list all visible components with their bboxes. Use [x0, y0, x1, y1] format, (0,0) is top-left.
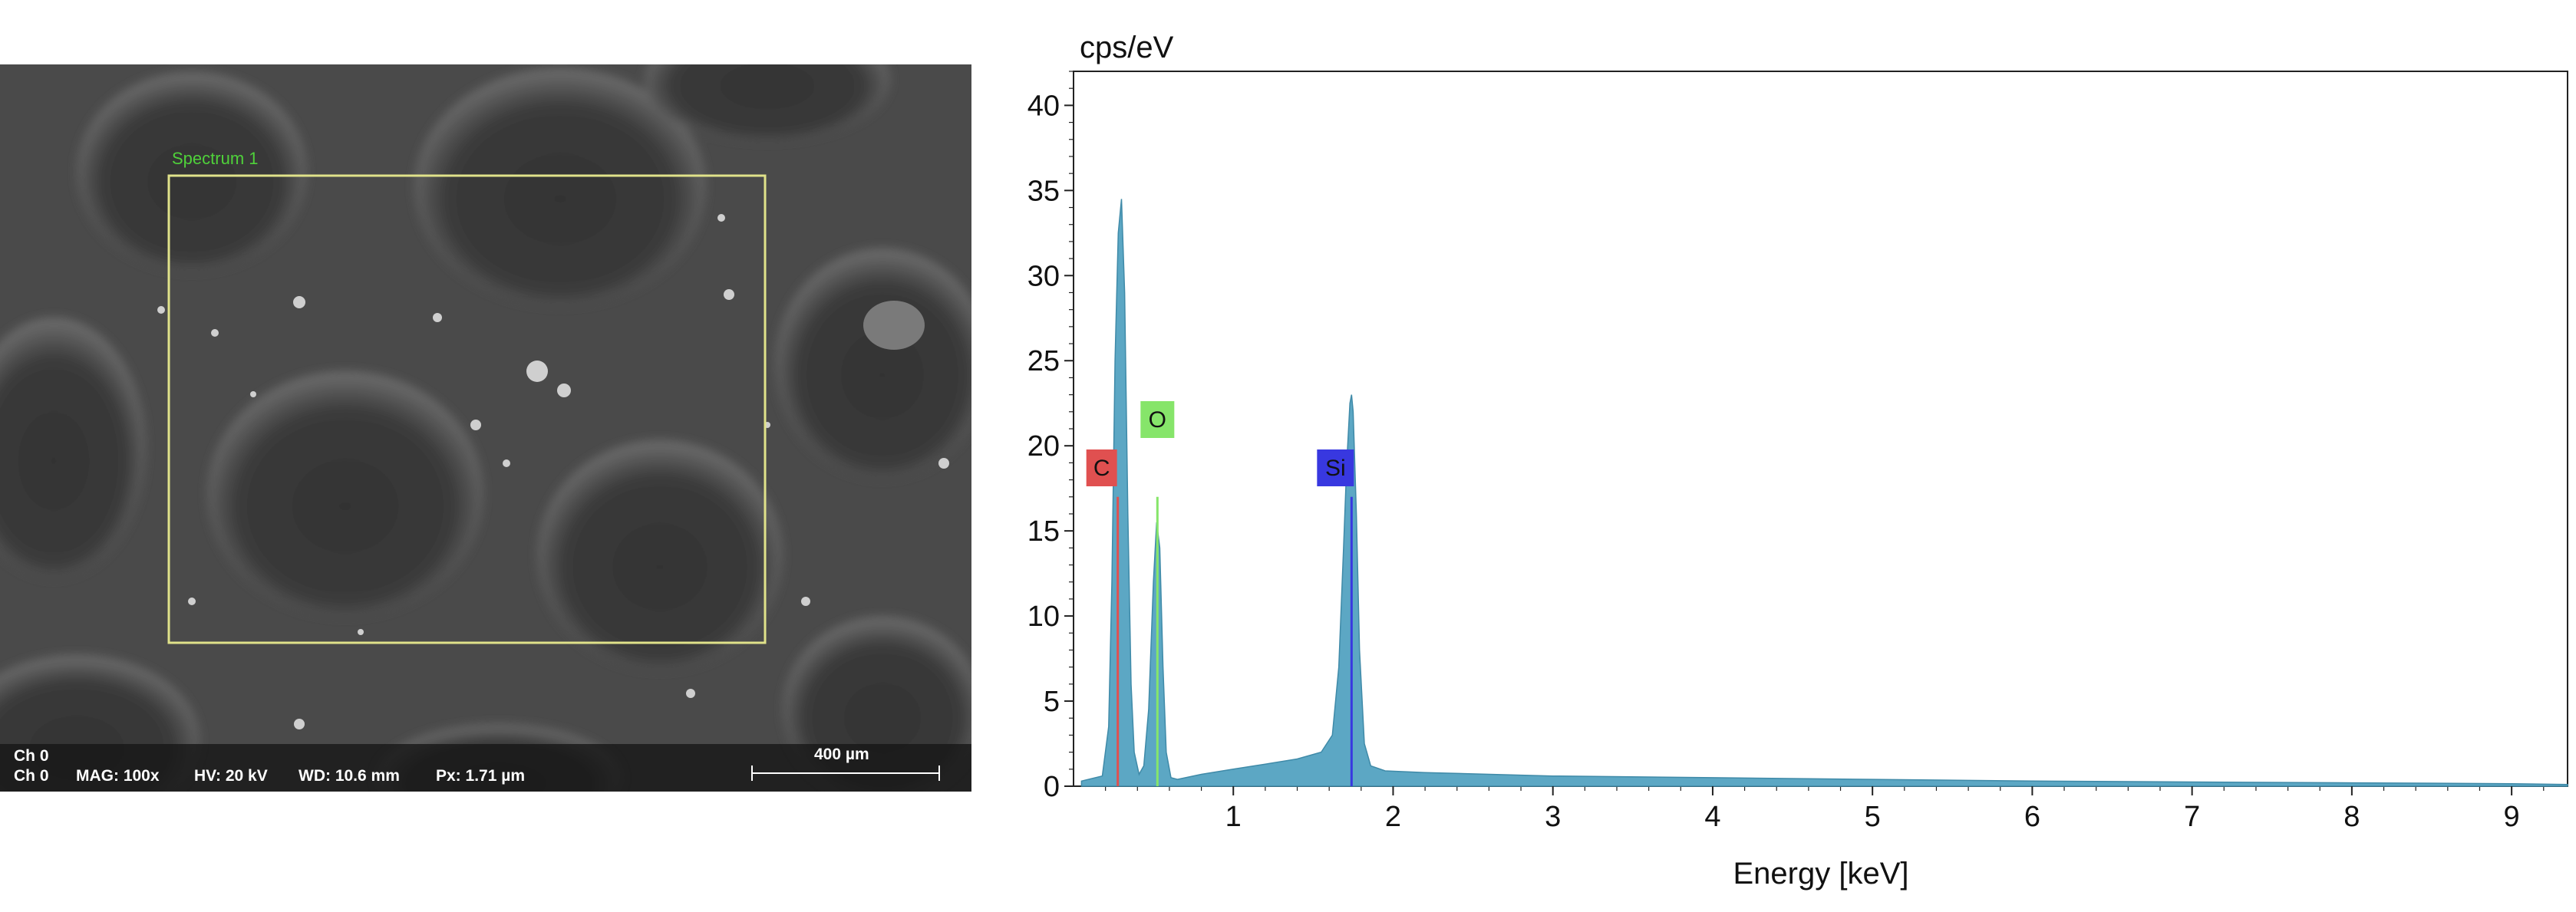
y-tick-label-5: 5 — [1044, 686, 1060, 718]
eds-spectrum-chart: C O Si 0 5 10 15 20 25 30 35 40 1 2 3 4 5 6 7 8 9 cps/eV En… — [1027, 31, 2568, 891]
y-tick-label-25: 25 — [1027, 345, 1060, 377]
x-tick-label-5: 5 — [1865, 801, 1881, 833]
sem-cells — [0, 64, 971, 792]
y-tick-label-20: 20 — [1027, 430, 1060, 463]
y-tick-label-10: 10 — [1027, 601, 1060, 633]
pixel-size-label: Px: 1.71 µm — [436, 767, 525, 785]
axis-ticks: 0 5 10 15 20 25 30 35 40 1 2 3 4 5 6 7 8 9 — [1027, 90, 2520, 833]
y-axis-label: cps/eV — [1080, 31, 1174, 64]
scale-bar — [751, 765, 940, 781]
channel-label-1: Ch 0 — [14, 747, 49, 765]
y-tick-label-40: 40 — [1027, 90, 1060, 122]
peak-box-c[interactable] — [1086, 449, 1117, 486]
plot-frame — [1073, 71, 2568, 787]
x-tick-label-8: 8 — [2343, 801, 2360, 833]
peak-box-si[interactable] — [1317, 449, 1354, 486]
roi-box[interactable] — [167, 174, 767, 644]
peak-box-o[interactable] — [1140, 401, 1175, 438]
y-tick-label-0: 0 — [1044, 771, 1060, 803]
roi-label: Spectrum 1 — [172, 149, 259, 168]
y-tick-label-15: 15 — [1027, 515, 1060, 548]
peak-label-c: C — [1093, 456, 1110, 481]
x-tick-label-2: 2 — [1385, 801, 1401, 833]
x-tick-label-1: 1 — [1225, 801, 1242, 833]
x-tick-label-4: 4 — [1704, 801, 1720, 833]
x-tick-label-3: 3 — [1545, 801, 1561, 833]
x-tick-label-7: 7 — [2184, 801, 2200, 833]
peak-markers: C O Si — [1086, 401, 1354, 786]
sem-particles — [157, 214, 949, 729]
peak-label-si: Si — [1325, 456, 1346, 481]
sem-micrograph: Spectrum 1 Ch 0 Ch 0 MAG: 100x HV: 20 kV… — [0, 64, 971, 792]
channel-label-2: Ch 0 — [14, 767, 49, 785]
x-axis-label: Energy [keV] — [1733, 857, 1908, 891]
y-tick-label-30: 30 — [1027, 260, 1060, 292]
info-bar — [0, 744, 971, 792]
high-voltage-label: HV: 20 kV — [194, 767, 268, 785]
spectrum-layer — [1080, 199, 2568, 787]
working-distance-label: WD: 10.6 mm — [298, 767, 400, 785]
sem-image — [0, 64, 971, 792]
spectrum-series-0 — [1080, 199, 2568, 787]
x-tick-label-9: 9 — [2504, 801, 2520, 833]
x-tick-label-6: 6 — [2024, 801, 2040, 833]
minor-ticks — [1069, 71, 2545, 791]
y-tick-label-35: 35 — [1027, 175, 1060, 207]
magnification-label: MAG: 100x — [76, 767, 160, 785]
sem-flake — [863, 301, 925, 350]
peak-label-o: O — [1149, 407, 1166, 433]
scale-bar-label: 400 µm — [814, 746, 869, 763]
